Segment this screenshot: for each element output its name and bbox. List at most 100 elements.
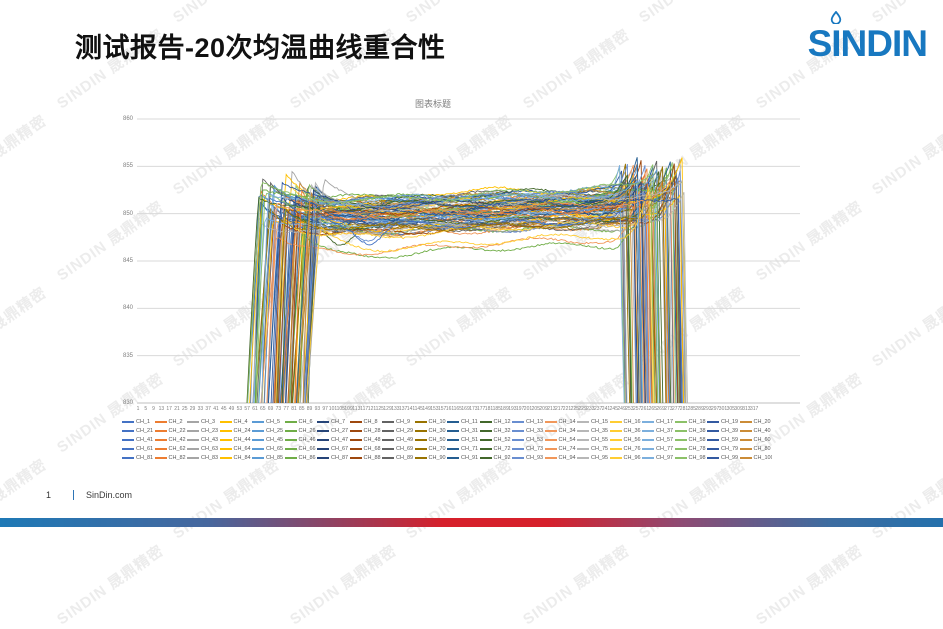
x-tick-label: 245 — [609, 406, 618, 412]
legend-swatch — [609, 438, 622, 441]
legend-swatch — [544, 448, 557, 451]
x-tick-label: 153 — [430, 406, 439, 412]
legend-swatch — [187, 438, 199, 441]
legend-swatch — [512, 429, 524, 432]
chart-title: 图表标题 — [414, 99, 451, 109]
series-line-CH_87 — [305, 180, 646, 403]
legend-swatch — [284, 448, 297, 451]
legend-label: CH_98 — [688, 455, 706, 462]
legend-item: CH_8 — [349, 417, 383, 426]
x-tick-label: 277 — [672, 406, 681, 412]
legend-label: CH_67 — [331, 446, 349, 453]
legend-swatch — [512, 457, 524, 460]
legend-label: CH_45 — [266, 436, 284, 443]
legend-swatch — [577, 448, 589, 451]
legend-item: CH_38 — [674, 426, 708, 435]
legend-label: CH_27 — [331, 427, 349, 434]
legend-label: CH_59 — [721, 436, 739, 443]
legend-item: CH_98 — [674, 454, 708, 463]
legend-item: CH_87 — [317, 454, 350, 463]
legend-label: CH_53 — [526, 436, 544, 443]
legend-item: CH_69 — [382, 445, 415, 454]
legend-label: CH_74 — [558, 446, 576, 453]
legend-label: CH_92 — [493, 455, 511, 462]
legend-swatch — [739, 457, 752, 460]
legend-item: CH_39 — [707, 426, 740, 435]
series-line-CH_21 — [268, 173, 637, 403]
legend-label: CH_39 — [721, 427, 739, 434]
x-tick-label: 173 — [469, 406, 478, 412]
legend-swatch — [382, 457, 394, 460]
legend-item: CH_91 — [447, 454, 480, 463]
legend-item: CH_76 — [609, 445, 643, 454]
legend-swatch — [512, 448, 524, 451]
legend-label: CH_64 — [233, 446, 251, 453]
legend-label: CH_24 — [233, 427, 251, 434]
legend-swatch — [122, 457, 134, 460]
y-tick-label: 835 — [122, 352, 133, 359]
legend-swatch — [674, 457, 687, 460]
legend-item: CH_82 — [154, 454, 188, 463]
legend-swatch — [674, 448, 687, 451]
legend-item: CH_81 — [122, 454, 155, 463]
legend-item: CH_32 — [479, 426, 513, 435]
legend-label: CH_75 — [591, 446, 609, 453]
legend-item: CH_83 — [187, 454, 220, 463]
legend-label: CH_28 — [363, 427, 381, 434]
legend-label: CH_50 — [428, 436, 446, 443]
series-line-CH_89 — [306, 176, 632, 403]
legend-label: CH_87 — [331, 455, 349, 462]
legend-item: CH_12 — [479, 417, 513, 426]
legend-swatch — [414, 457, 427, 460]
legend-swatch — [642, 448, 654, 451]
x-tick-label: 261 — [640, 406, 650, 412]
x-tick-label: 309 — [734, 406, 743, 412]
legend-label: CH_15 — [591, 418, 609, 425]
legend-swatch — [707, 438, 719, 441]
legend-swatch — [122, 448, 134, 451]
legend-label: CH_16 — [623, 418, 641, 425]
x-tick-label: 301 — [718, 406, 728, 412]
legend-swatch — [512, 420, 524, 423]
chart-legend: CH_1 CH_2 CH_3 CH_4 CH_5 CH_6 CH_7 CH_8 CH_9 CH_1… — [122, 417, 774, 463]
x-tick-label: 237 — [594, 406, 603, 412]
y-tick-label: 845 — [122, 258, 133, 264]
x-tick-label: 177 — [477, 406, 486, 412]
legend-item: CH_49 — [382, 435, 415, 444]
x-tick-label: 61 — [252, 406, 258, 412]
legend-swatch — [674, 438, 687, 441]
legend-item: CH_96 — [609, 454, 643, 463]
legend-swatch — [154, 429, 167, 432]
legend-label: CH_54 — [558, 436, 576, 443]
legend-swatch — [349, 438, 362, 441]
legend-label: CH_22 — [168, 427, 186, 434]
legend-label: CH_44 — [233, 436, 251, 443]
legend-item: CH_33 — [512, 426, 545, 435]
x-tick-label: 93 — [314, 406, 321, 412]
legend-item: CH_88 — [349, 454, 383, 463]
legend-item: CH_64 — [219, 445, 253, 454]
legend-label: CH_90 — [428, 455, 446, 462]
legend-label: CH_10 — [428, 418, 446, 425]
legend-item: CH_60 — [739, 435, 773, 444]
legend-item: CH_53 — [512, 435, 545, 444]
legend-item: CH_90 — [414, 454, 448, 463]
x-tick-label: 125 — [375, 406, 384, 412]
legend-swatch — [479, 420, 492, 423]
legend-swatch — [122, 438, 134, 441]
legend-item: CH_45 — [252, 435, 285, 444]
legend-item: CH_67 — [317, 445, 350, 454]
legend-swatch — [707, 429, 719, 432]
legend-label: CH_31 — [461, 427, 479, 434]
logo-text: SI NDIN — [808, 11, 928, 64]
page-number: 1 — [46, 490, 52, 500]
legend-swatch — [219, 448, 232, 451]
x-tick-label: 181 — [484, 406, 494, 412]
x-tick-label: 45 — [220, 406, 227, 412]
legend-label: CH_13 — [526, 418, 544, 425]
legend-swatch — [317, 457, 329, 460]
legend-swatch — [284, 420, 297, 423]
chart-object[interactable]: 图表标题 860 855 850 845 840 835 830 1 5 9 13 17 21 25 29… — [120, 95, 886, 467]
legend-item: CH_58 — [674, 435, 708, 444]
legend-swatch — [609, 420, 622, 423]
